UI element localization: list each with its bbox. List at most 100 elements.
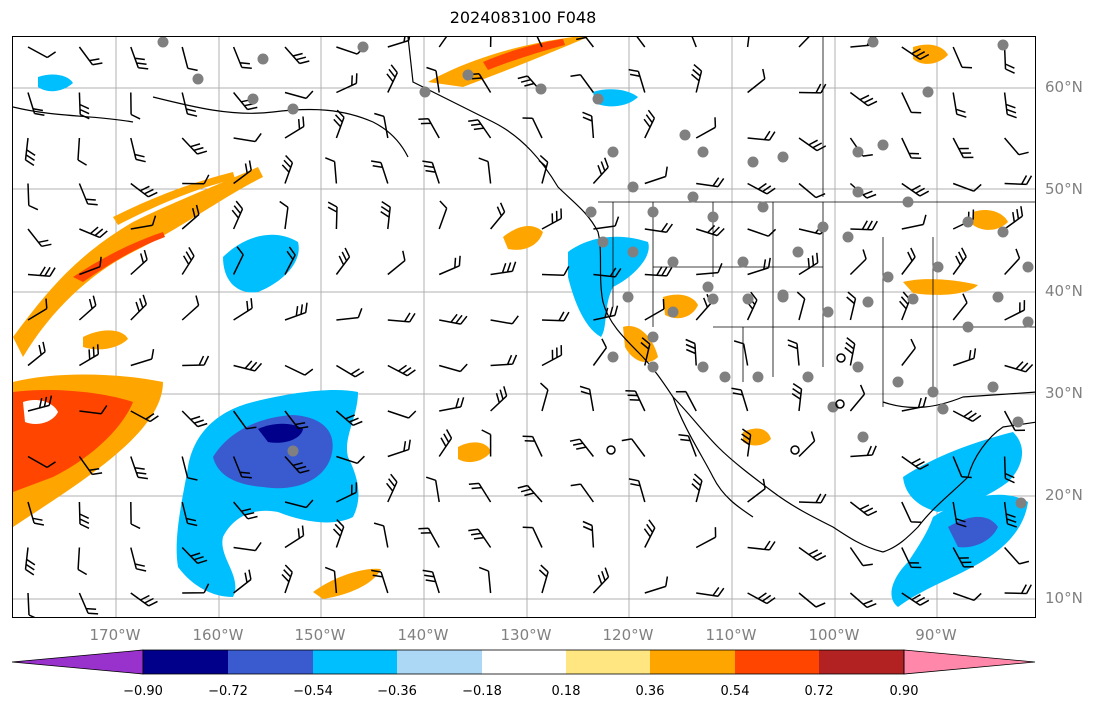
wind-barb — [181, 137, 208, 155]
shaded-field — [13, 37, 1028, 607]
station-marker — [157, 37, 169, 48]
station-marker — [287, 103, 299, 115]
station-marker — [627, 246, 639, 258]
wind-barb — [798, 431, 816, 458]
wind-barb — [798, 83, 827, 94]
wind-barb — [422, 160, 440, 184]
wind-barb — [79, 226, 108, 239]
wind-barb — [182, 174, 210, 185]
station-marker — [287, 445, 299, 457]
wind-barb — [233, 360, 263, 372]
wind-barb — [685, 338, 697, 366]
wind-barb — [621, 438, 646, 457]
wind-barb — [27, 395, 53, 412]
wind-barb — [232, 46, 252, 70]
wind-barb — [478, 566, 492, 594]
station-marker — [882, 271, 894, 283]
wind-barb — [181, 247, 195, 275]
wind-barb — [439, 397, 465, 412]
wind-barbs — [24, 37, 1034, 617]
wind-barb — [1003, 92, 1017, 119]
wind-barb — [952, 92, 967, 118]
wind-barb — [593, 216, 620, 230]
station-marker — [597, 236, 609, 248]
colorbar-segment — [566, 650, 650, 674]
wind-barb — [468, 482, 492, 503]
station-marker — [679, 129, 691, 141]
wind-barb — [640, 337, 651, 366]
lat-label-60n: 60°N — [1045, 78, 1083, 96]
wind-barb — [284, 116, 305, 139]
station-marker — [907, 293, 919, 305]
wind-barb — [952, 137, 974, 159]
wind-barb — [644, 166, 668, 185]
wind-barb — [952, 547, 974, 568]
wind-barb — [181, 92, 198, 117]
colorbar-tick-label: 0.54 — [720, 684, 750, 699]
station-marker — [585, 206, 597, 218]
wind-barb — [570, 73, 595, 93]
wind-barb — [387, 37, 411, 48]
wind-barb — [182, 355, 210, 367]
wind-barb — [130, 215, 157, 230]
wind-barb — [78, 46, 103, 66]
wind-barb — [846, 291, 857, 321]
wind-barb — [418, 118, 440, 139]
wind-barb — [77, 137, 87, 166]
station-marker — [697, 361, 709, 373]
wind-barb — [332, 519, 345, 548]
wind-barb — [79, 344, 100, 367]
wind-barb — [901, 137, 922, 159]
wind-barb — [747, 540, 776, 551]
wind-barb — [538, 154, 549, 184]
wind-barb — [233, 541, 262, 552]
wind-barb — [181, 546, 208, 565]
wind-barb — [539, 382, 549, 412]
calm-wind-markers — [606, 353, 846, 455]
wind-barb — [740, 428, 752, 457]
wind-barb — [538, 564, 549, 594]
station-marker — [757, 201, 769, 213]
lon-label-130w: 130°W — [500, 626, 552, 644]
wind-barb — [130, 182, 158, 198]
wind-barb — [901, 547, 922, 569]
wind-barb — [422, 569, 440, 594]
wind-barb — [746, 291, 758, 321]
station-marker — [607, 351, 619, 363]
wind-barb — [592, 338, 608, 366]
wind-barb — [284, 499, 314, 509]
wind-barb — [438, 37, 448, 48]
wind-barb — [952, 592, 982, 602]
wind-barb — [181, 295, 200, 321]
colorbar-tick-label: −0.54 — [293, 684, 333, 699]
wind-barb — [325, 157, 338, 184]
wind-barb — [952, 456, 972, 479]
wind-barb — [733, 340, 749, 366]
station-marker — [719, 371, 731, 383]
map-frame — [12, 36, 1036, 618]
wind-barb — [374, 112, 389, 139]
wind-barb — [628, 68, 646, 93]
lat-label-30n: 30°N — [1045, 384, 1083, 402]
wind-barb — [731, 387, 749, 412]
wind-barb — [233, 92, 258, 111]
wind-barb — [27, 455, 56, 469]
station-marker — [742, 293, 754, 305]
station-marker — [987, 381, 999, 393]
wind-barb — [27, 592, 36, 617]
wind-barb — [696, 177, 725, 188]
wind-barb — [439, 313, 468, 325]
wind-barb — [849, 91, 878, 107]
station-marker — [667, 256, 679, 268]
wind-barb — [380, 200, 391, 230]
wind-barb — [569, 438, 594, 457]
wind-barb — [636, 37, 646, 48]
wind-barb — [78, 501, 90, 529]
wind-barb — [233, 132, 262, 143]
wind-barb — [336, 364, 365, 378]
wind-barb — [952, 293, 968, 321]
lat-label-40n: 40°N — [1045, 282, 1083, 300]
colorbar-tick-label: 0.72 — [804, 684, 834, 699]
wind-barb — [387, 439, 411, 458]
wind-barb — [181, 410, 208, 428]
